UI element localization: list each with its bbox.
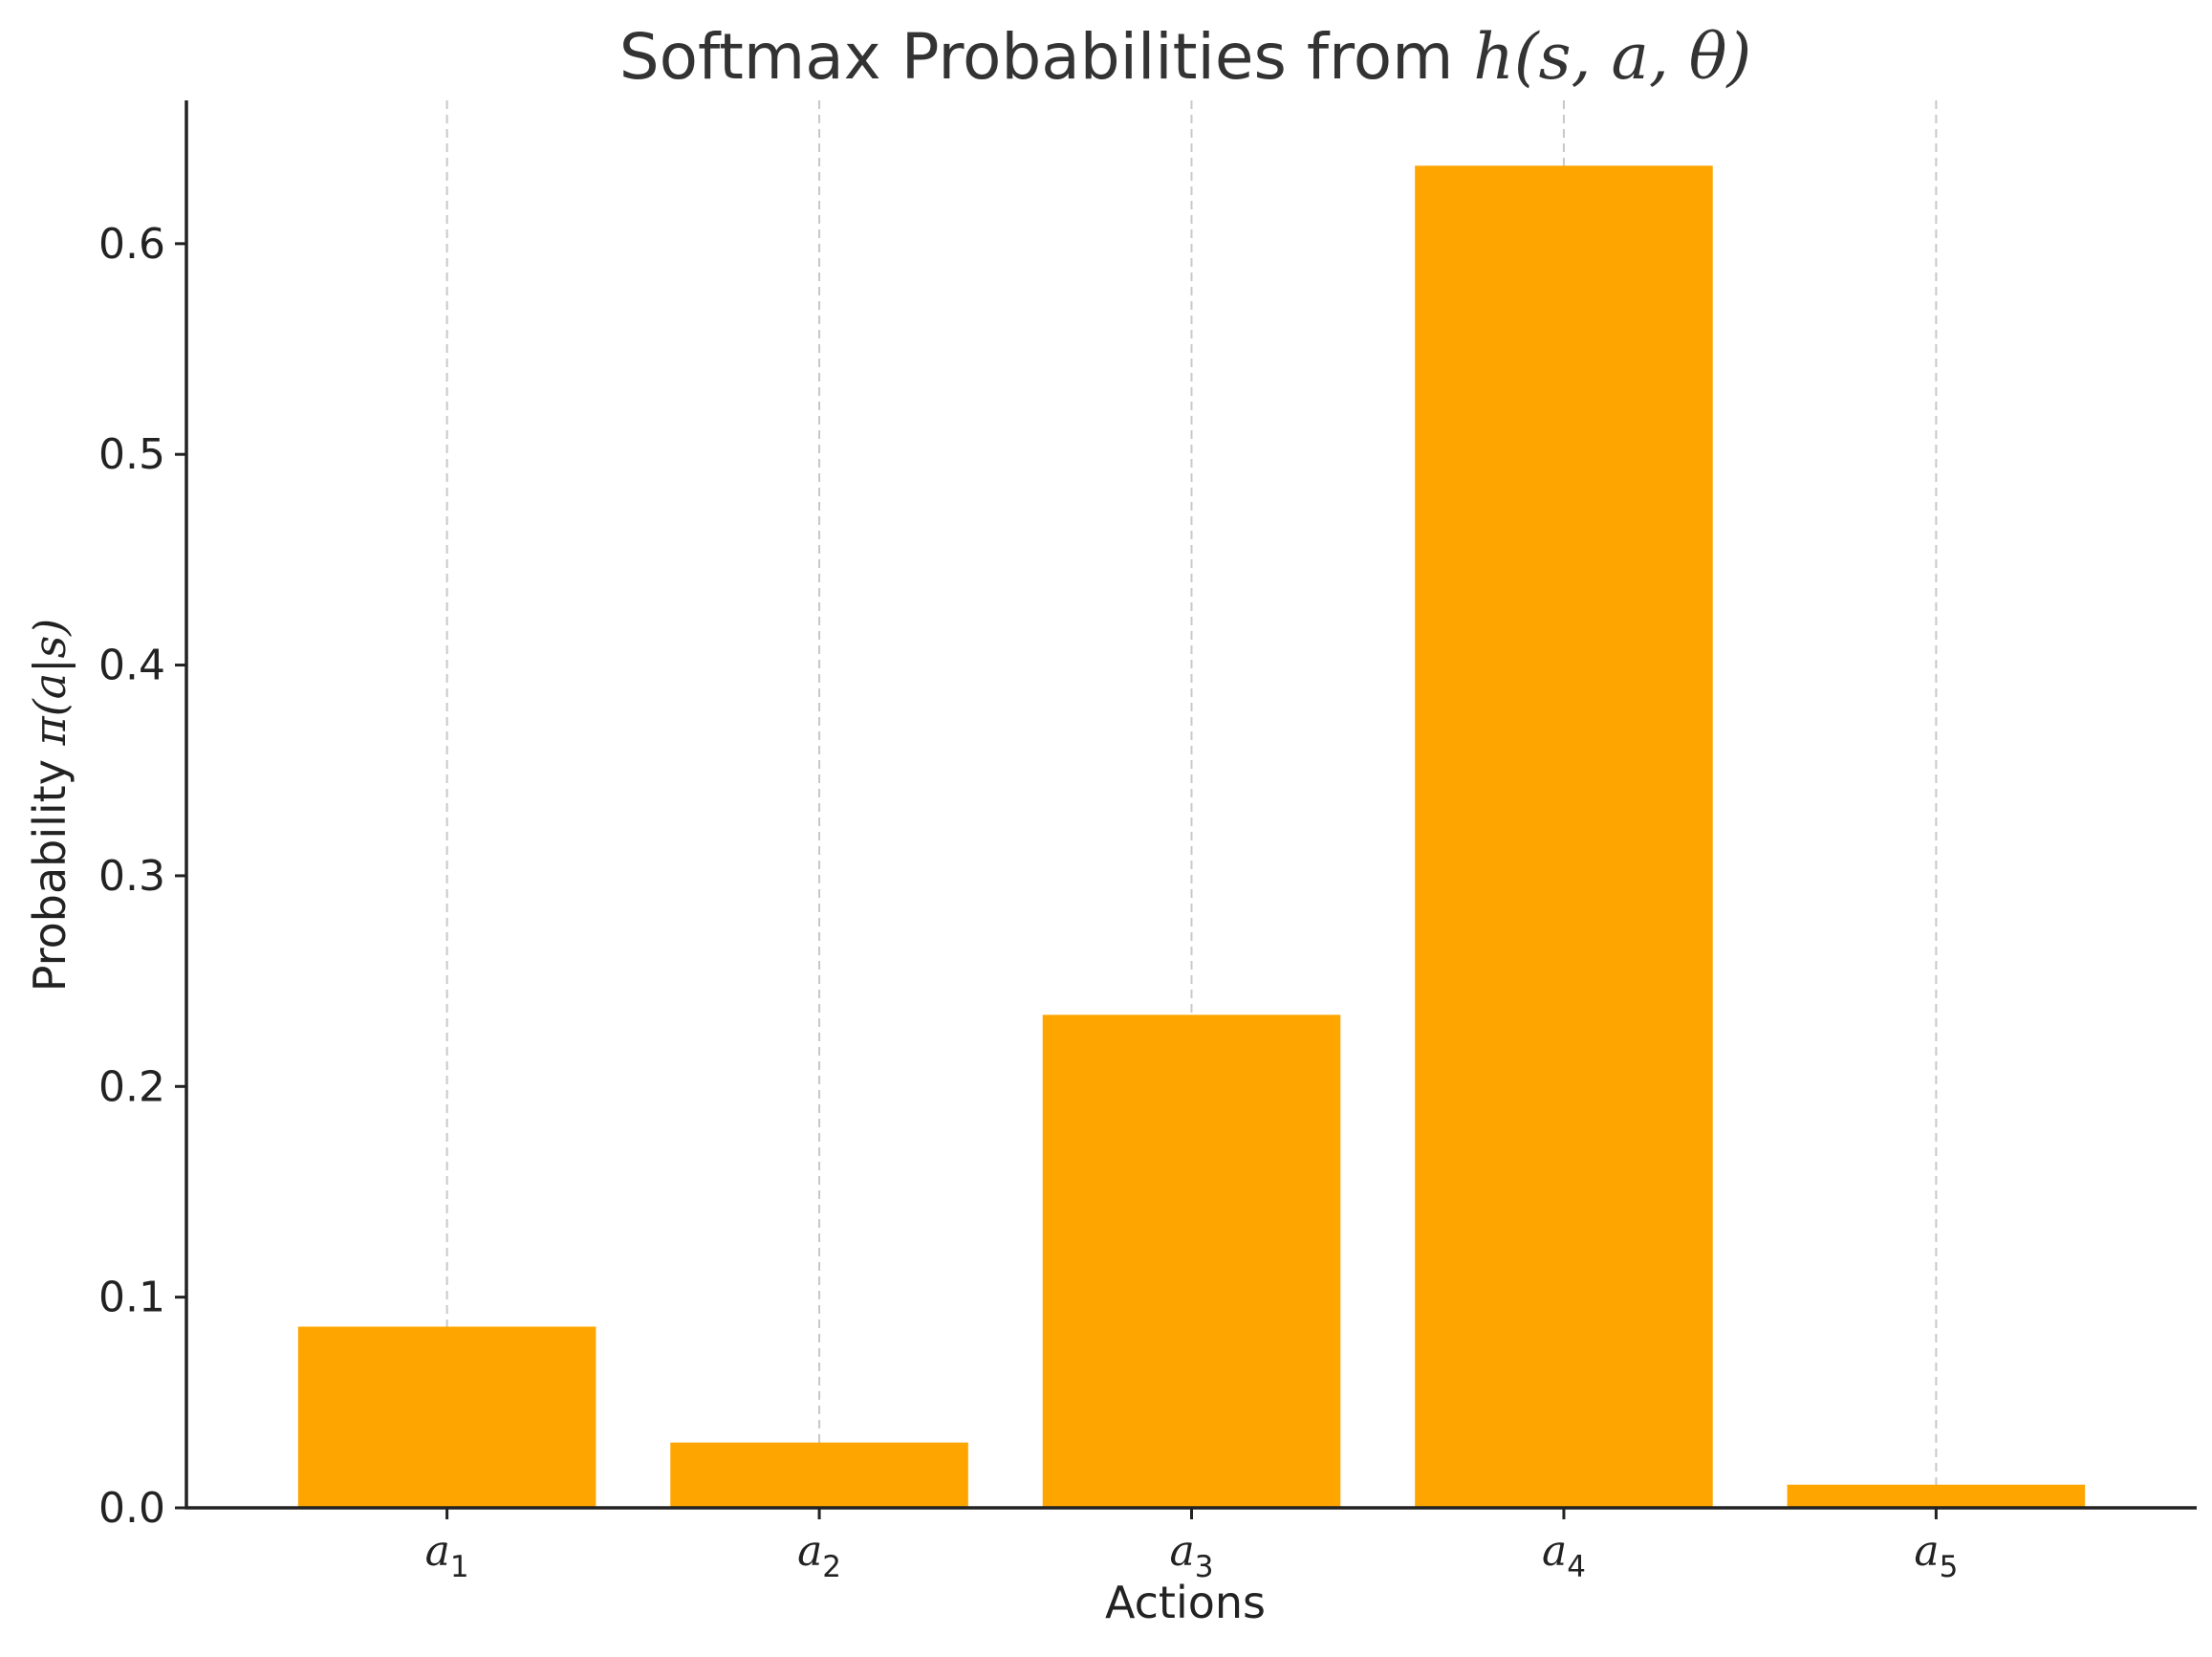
bar-a1 [297, 1326, 596, 1508]
chart-title-math: h(s, a, θ) [1473, 20, 1751, 94]
y-tick-label: 0.2 [98, 1062, 165, 1111]
chart-title-text: Softmax Probabilities from [619, 20, 1474, 94]
y-tick-label: 0.5 [98, 430, 165, 479]
y-tick-label: 0.0 [98, 1484, 165, 1533]
x-tick-label-base: a [1542, 1527, 1567, 1576]
y-tick-label: 0.4 [98, 642, 165, 690]
axis-layer: 0.00.10.20.30.40.50.6a1 a2 a3 a4 a5 [98, 100, 2197, 1584]
x-tick-label-a2: a2 [797, 1527, 841, 1584]
bar-a5 [1787, 1484, 2086, 1508]
x-tick-label-a4: a4 [1542, 1527, 1586, 1584]
x-tick-label-sub: 3 [1195, 1550, 1214, 1584]
x-axis-label: Actions [1105, 1577, 1266, 1628]
x-tick-label-base: a [1170, 1527, 1195, 1576]
y-tick-label: 0.6 [98, 220, 165, 269]
x-tick-label-base: a [797, 1527, 822, 1576]
x-tick-label-base: a [425, 1527, 450, 1576]
bar-a3 [1042, 1014, 1341, 1508]
x-tick-label-a3: a3 [1170, 1527, 1214, 1584]
x-tick-label-sub: 5 [1940, 1550, 1959, 1584]
x-tick-label-sub: 1 [450, 1550, 469, 1584]
x-tick-label-base: a [1914, 1527, 1939, 1576]
x-tick-label-sub: 4 [1567, 1550, 1586, 1584]
bar-a4 [1415, 165, 1713, 1508]
x-tick-label-sub: 2 [822, 1550, 841, 1584]
chart-title: Softmax Probabilities from h(s, a, θ) [619, 20, 1752, 94]
y-axis-label-text: Probability [24, 745, 76, 992]
x-tick-label-a1: a1 [425, 1527, 469, 1584]
y-axis-label-math: π(a|s) [24, 619, 76, 747]
x-tick-label-a5: a5 [1914, 1527, 1958, 1584]
y-axis-label: Probability π(a|s) [24, 619, 76, 992]
y-tick-label: 0.3 [98, 852, 165, 901]
y-tick-label: 0.1 [98, 1274, 165, 1322]
bar-a2 [670, 1442, 968, 1508]
bar-layer [297, 165, 2086, 1508]
